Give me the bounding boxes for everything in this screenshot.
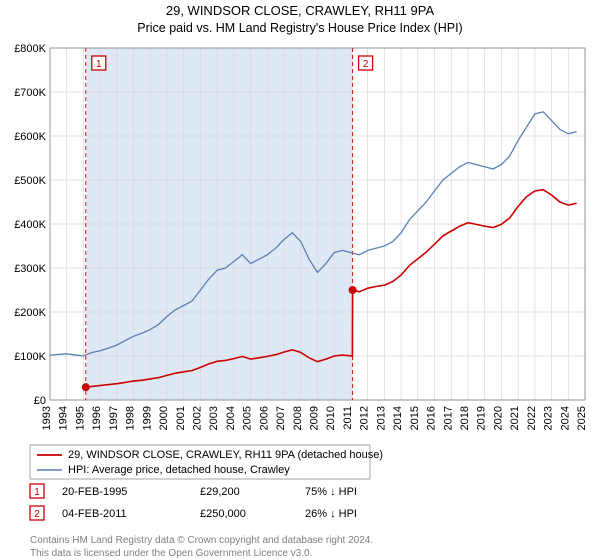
x-tick-label: 2010 (325, 406, 337, 430)
x-tick-label: 2018 (459, 406, 471, 430)
x-tick-label: 2013 (375, 406, 387, 430)
x-tick-label: 2002 (191, 406, 203, 430)
sale-row-marker-num: 1 (34, 487, 40, 498)
y-tick-label: £500K (14, 175, 46, 187)
sale-marker-num: 2 (363, 59, 369, 70)
x-tick-label: 2000 (158, 406, 170, 430)
x-tick-label: 2005 (242, 406, 254, 430)
sale-row-price: £250,000 (200, 508, 246, 520)
x-tick-label: 2012 (359, 406, 371, 430)
legend-label-hpi: HPI: Average price, detached house, Craw… (68, 464, 290, 476)
attribution-line-2: This data is licensed under the Open Gov… (30, 548, 312, 559)
y-tick-label: £400K (14, 219, 46, 231)
x-tick-label: 2019 (476, 406, 488, 430)
x-tick-label: 2022 (526, 406, 538, 430)
y-tick-label: £100K (14, 351, 46, 363)
x-tick-label: 2016 (426, 406, 438, 430)
sale-row-marker-num: 2 (34, 509, 40, 520)
x-tick-label: 1996 (91, 406, 103, 430)
sale-marker-dot (82, 383, 90, 391)
y-tick-label: £800K (14, 43, 46, 55)
attribution-line-1: Contains HM Land Registry data © Crown c… (30, 535, 373, 546)
x-tick-label: 1995 (74, 406, 86, 430)
x-tick-label: 2017 (442, 406, 454, 430)
x-tick-label: 2003 (208, 406, 220, 430)
legend-label-price: 29, WINDSOR CLOSE, CRAWLEY, RH11 9PA (de… (68, 449, 383, 461)
sale-row-date: 20-FEB-1995 (62, 486, 127, 498)
x-tick-label: 1999 (141, 406, 153, 430)
x-tick-label: 1998 (125, 406, 137, 430)
sale-row-date: 04-FEB-2011 (62, 508, 127, 520)
x-tick-label: 2008 (292, 406, 304, 430)
x-tick-label: 2004 (225, 406, 237, 430)
chart-title: 29, WINDSOR CLOSE, CRAWLEY, RH11 9PA (166, 3, 435, 18)
price-vs-hpi-chart: 29, WINDSOR CLOSE, CRAWLEY, RH11 9PA Pric… (0, 0, 600, 560)
x-tick-label: 2025 (576, 406, 588, 430)
sale-row-price: £29,200 (200, 486, 240, 498)
x-tick-label: 1994 (58, 406, 70, 430)
x-tick-label: 2014 (392, 406, 404, 430)
chart-subtitle: Price paid vs. HM Land Registry's House … (137, 21, 462, 35)
sale-marker-dot (349, 286, 357, 294)
x-tick-label: 2021 (509, 406, 521, 430)
x-tick-label: 2009 (309, 406, 321, 430)
y-tick-label: £600K (14, 131, 46, 143)
x-tick-label: 2015 (409, 406, 421, 430)
x-tick-label: 1993 (41, 406, 53, 430)
y-tick-label: £700K (14, 87, 46, 99)
x-tick-label: 2020 (492, 406, 504, 430)
x-tick-label: 2006 (258, 406, 270, 430)
sale-row-delta: 75% ↓ HPI (305, 486, 357, 498)
sale-marker-num: 1 (96, 59, 102, 70)
x-tick-label: 2023 (543, 406, 555, 430)
y-tick-label: £200K (14, 307, 46, 319)
x-tick-label: 2001 (175, 406, 187, 430)
x-tick-label: 1997 (108, 406, 120, 430)
x-tick-label: 2007 (275, 406, 287, 430)
y-tick-label: £0 (34, 395, 46, 407)
sale-row-delta: 26% ↓ HPI (305, 508, 357, 520)
x-tick-label: 2024 (559, 406, 571, 430)
y-tick-label: £300K (14, 263, 46, 275)
x-tick-label: 2011 (342, 406, 354, 430)
